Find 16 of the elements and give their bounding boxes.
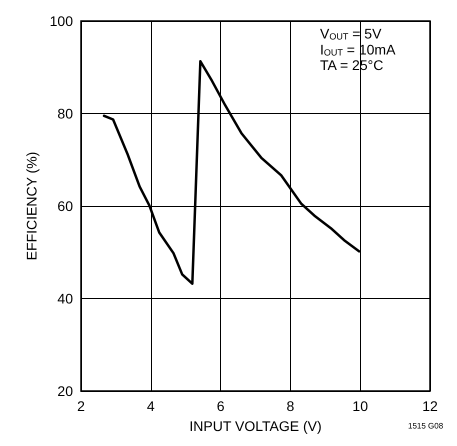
x-axis-title: INPUT VOLTAGE (V) [189,418,322,434]
x-tick-label: 10 [352,398,368,414]
x-tick-label: 6 [216,398,225,414]
y-tick-label: 100 [50,13,74,29]
y-tick-label: 20 [57,383,74,399]
annotation: VOUT = 5V [320,26,382,42]
annotation: IOUT = 10mA [320,42,396,58]
y-tick-label: 80 [57,106,74,122]
y-axis-title: EFFICIENCY (%) [24,152,40,260]
x-tick-label: 4 [146,398,155,414]
x-tick-label: 8 [286,398,294,414]
x-tick-label: 12 [422,398,438,414]
y-tick-label: 40 [57,290,74,306]
x-tick-label: 2 [77,398,86,414]
y-tick-label: 60 [57,198,74,214]
text: 1515 G08 [408,422,444,430]
